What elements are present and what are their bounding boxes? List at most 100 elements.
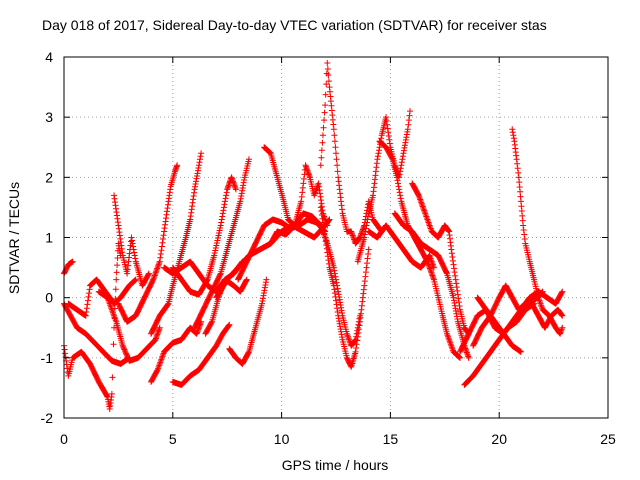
data-point xyxy=(160,236,167,243)
data-point xyxy=(153,268,160,275)
series-track-3 xyxy=(61,240,124,412)
data-point xyxy=(130,243,137,250)
data-point xyxy=(216,227,223,234)
data-point xyxy=(132,277,139,284)
y-tick-label: -1 xyxy=(41,350,54,366)
data-point xyxy=(131,252,138,259)
data-point xyxy=(217,271,224,278)
data-point xyxy=(112,286,119,293)
y-tick-label: 0 xyxy=(45,290,53,306)
data-point xyxy=(222,198,229,205)
chart-title: Day 018 of 2017, Sidereal Day-to-day VTE… xyxy=(42,17,547,33)
data-point xyxy=(220,204,227,211)
data-point xyxy=(123,350,130,357)
data-point xyxy=(108,390,115,397)
data-point xyxy=(220,207,227,214)
data-point xyxy=(223,189,230,196)
data-point xyxy=(174,162,181,169)
x-tick-label: 20 xyxy=(491,431,507,447)
data-point xyxy=(216,229,223,236)
x-tick-label: 10 xyxy=(274,431,290,447)
data-point xyxy=(85,293,92,300)
data-point xyxy=(128,234,135,241)
data-point xyxy=(218,216,225,223)
data-point xyxy=(219,213,226,220)
series-track-13 xyxy=(191,156,252,331)
data-point xyxy=(211,252,218,259)
data-point xyxy=(109,374,116,381)
data-point xyxy=(124,354,131,361)
data-point xyxy=(123,351,130,358)
data-point xyxy=(145,270,152,277)
data-point xyxy=(84,297,91,304)
data-point xyxy=(218,219,225,226)
series-track-6 xyxy=(95,288,163,364)
data-point xyxy=(113,276,120,283)
series-track-11 xyxy=(169,174,239,298)
data-point xyxy=(219,210,226,217)
data-point xyxy=(86,290,93,297)
data-point xyxy=(121,347,128,354)
data-point xyxy=(197,153,204,160)
data-point xyxy=(145,271,152,278)
data-point xyxy=(150,276,157,283)
data-point xyxy=(121,346,128,353)
data-point xyxy=(217,222,224,229)
data-point xyxy=(154,367,161,374)
series-track-10 xyxy=(169,321,233,388)
data-point xyxy=(215,232,222,239)
data-point xyxy=(156,324,163,331)
x-tick-label: 15 xyxy=(383,431,399,447)
data-point xyxy=(213,242,220,249)
data-point xyxy=(157,251,164,258)
data-layer xyxy=(61,60,566,412)
data-point xyxy=(83,308,90,315)
data-point xyxy=(155,261,162,268)
x-tick-label: 0 xyxy=(60,431,68,447)
data-point xyxy=(83,305,90,312)
x-axis-label: GPS time / hours xyxy=(282,457,389,473)
series-track-9 xyxy=(148,318,205,385)
data-point xyxy=(129,237,135,244)
data-point xyxy=(223,192,230,199)
data-point xyxy=(217,224,224,231)
y-tick-label: 1 xyxy=(45,230,53,246)
data-point xyxy=(119,342,126,349)
data-point xyxy=(155,262,162,269)
data-point xyxy=(164,301,171,308)
data-point xyxy=(197,156,203,163)
data-point xyxy=(158,247,165,254)
y-tick-label: -2 xyxy=(41,410,54,426)
data-point xyxy=(212,247,219,254)
data-point xyxy=(221,201,228,208)
data-point xyxy=(195,162,202,169)
data-point xyxy=(214,235,221,242)
data-point xyxy=(132,255,139,262)
data-point xyxy=(232,186,239,193)
data-point xyxy=(149,277,156,284)
data-point xyxy=(120,345,127,352)
x-tick-label: 25 xyxy=(600,431,616,447)
data-point xyxy=(154,264,161,271)
data-point xyxy=(130,246,137,253)
series-track-15 xyxy=(226,276,270,367)
data-point xyxy=(61,346,68,353)
data-point xyxy=(69,258,76,265)
y-tick-label: 4 xyxy=(45,49,53,65)
data-point xyxy=(113,269,120,276)
data-point xyxy=(84,301,91,308)
data-point xyxy=(152,271,159,278)
y-axis-label: SDTVAR / TECUs xyxy=(6,182,22,294)
data-point xyxy=(152,269,159,276)
data-point xyxy=(114,254,121,261)
data-point xyxy=(160,232,167,239)
series-track-4 xyxy=(65,276,139,319)
data-point xyxy=(131,277,138,284)
data-point xyxy=(243,277,250,284)
data-point xyxy=(226,321,233,328)
data-point xyxy=(211,250,218,257)
data-point xyxy=(222,195,229,202)
data-point xyxy=(151,273,158,280)
data-point xyxy=(158,243,165,250)
